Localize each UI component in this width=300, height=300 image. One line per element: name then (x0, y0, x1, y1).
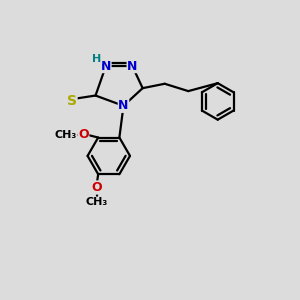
Text: S: S (67, 94, 77, 108)
Text: O: O (92, 181, 102, 194)
Text: CH₃: CH₃ (55, 130, 77, 140)
Text: N: N (100, 60, 111, 73)
Text: H: H (92, 54, 102, 64)
Text: N: N (118, 99, 129, 112)
Text: O: O (78, 128, 89, 141)
Text: N: N (127, 60, 137, 73)
Text: CH₃: CH₃ (85, 197, 108, 207)
